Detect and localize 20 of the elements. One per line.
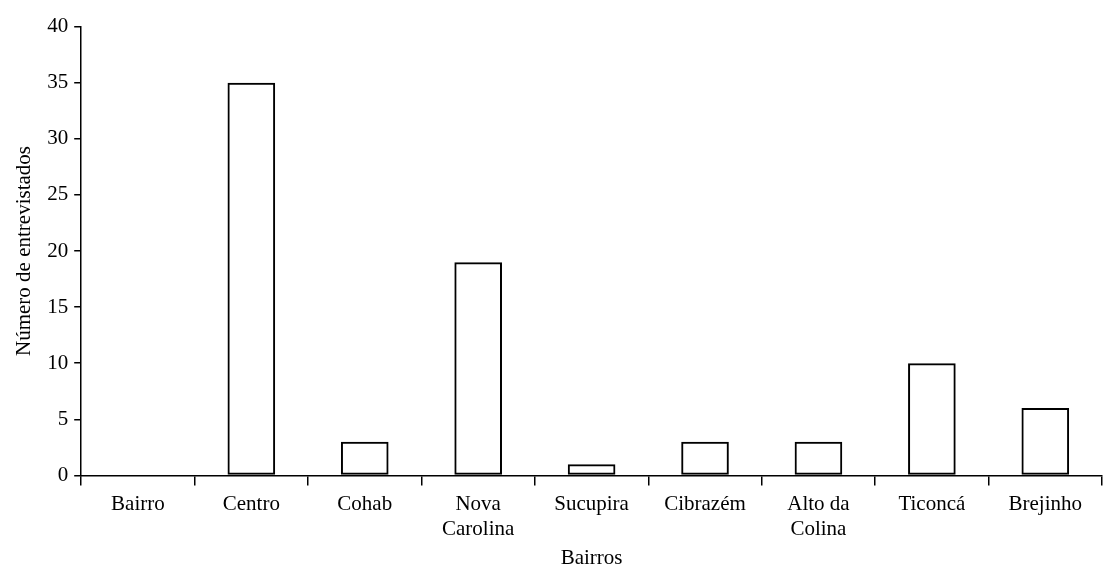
y-tick-label: 30 — [47, 125, 69, 150]
x-tick-label: Brejinho — [1008, 490, 1083, 515]
x-axis-title: Bairros — [560, 544, 623, 569]
y-tick-label: 15 — [47, 293, 69, 318]
x-tick-label: Centro — [222, 490, 280, 515]
y-tick-label: 35 — [47, 69, 69, 94]
x-tick-label: Sucupira — [554, 490, 630, 515]
x-tick-label: Cibrazém — [664, 490, 746, 515]
x-tick-label: Bairro — [111, 490, 165, 515]
x-tick-label: Cohab — [337, 490, 393, 515]
x-tick-label: Alto da Colina — [787, 490, 851, 540]
y-tick-label: 10 — [47, 349, 69, 374]
y-tick-label: 25 — [47, 181, 69, 206]
x-tick-label: Nova Carolina — [442, 490, 516, 540]
y-tick-label: 0 — [57, 461, 69, 486]
y-tick-label: 40 — [47, 13, 69, 38]
y-axis-title: Número de entrevistados — [11, 146, 36, 356]
x-tick-label: Ticoncá — [898, 490, 966, 515]
y-tick-label: 5 — [57, 405, 69, 430]
y-tick-label: 20 — [47, 237, 69, 262]
